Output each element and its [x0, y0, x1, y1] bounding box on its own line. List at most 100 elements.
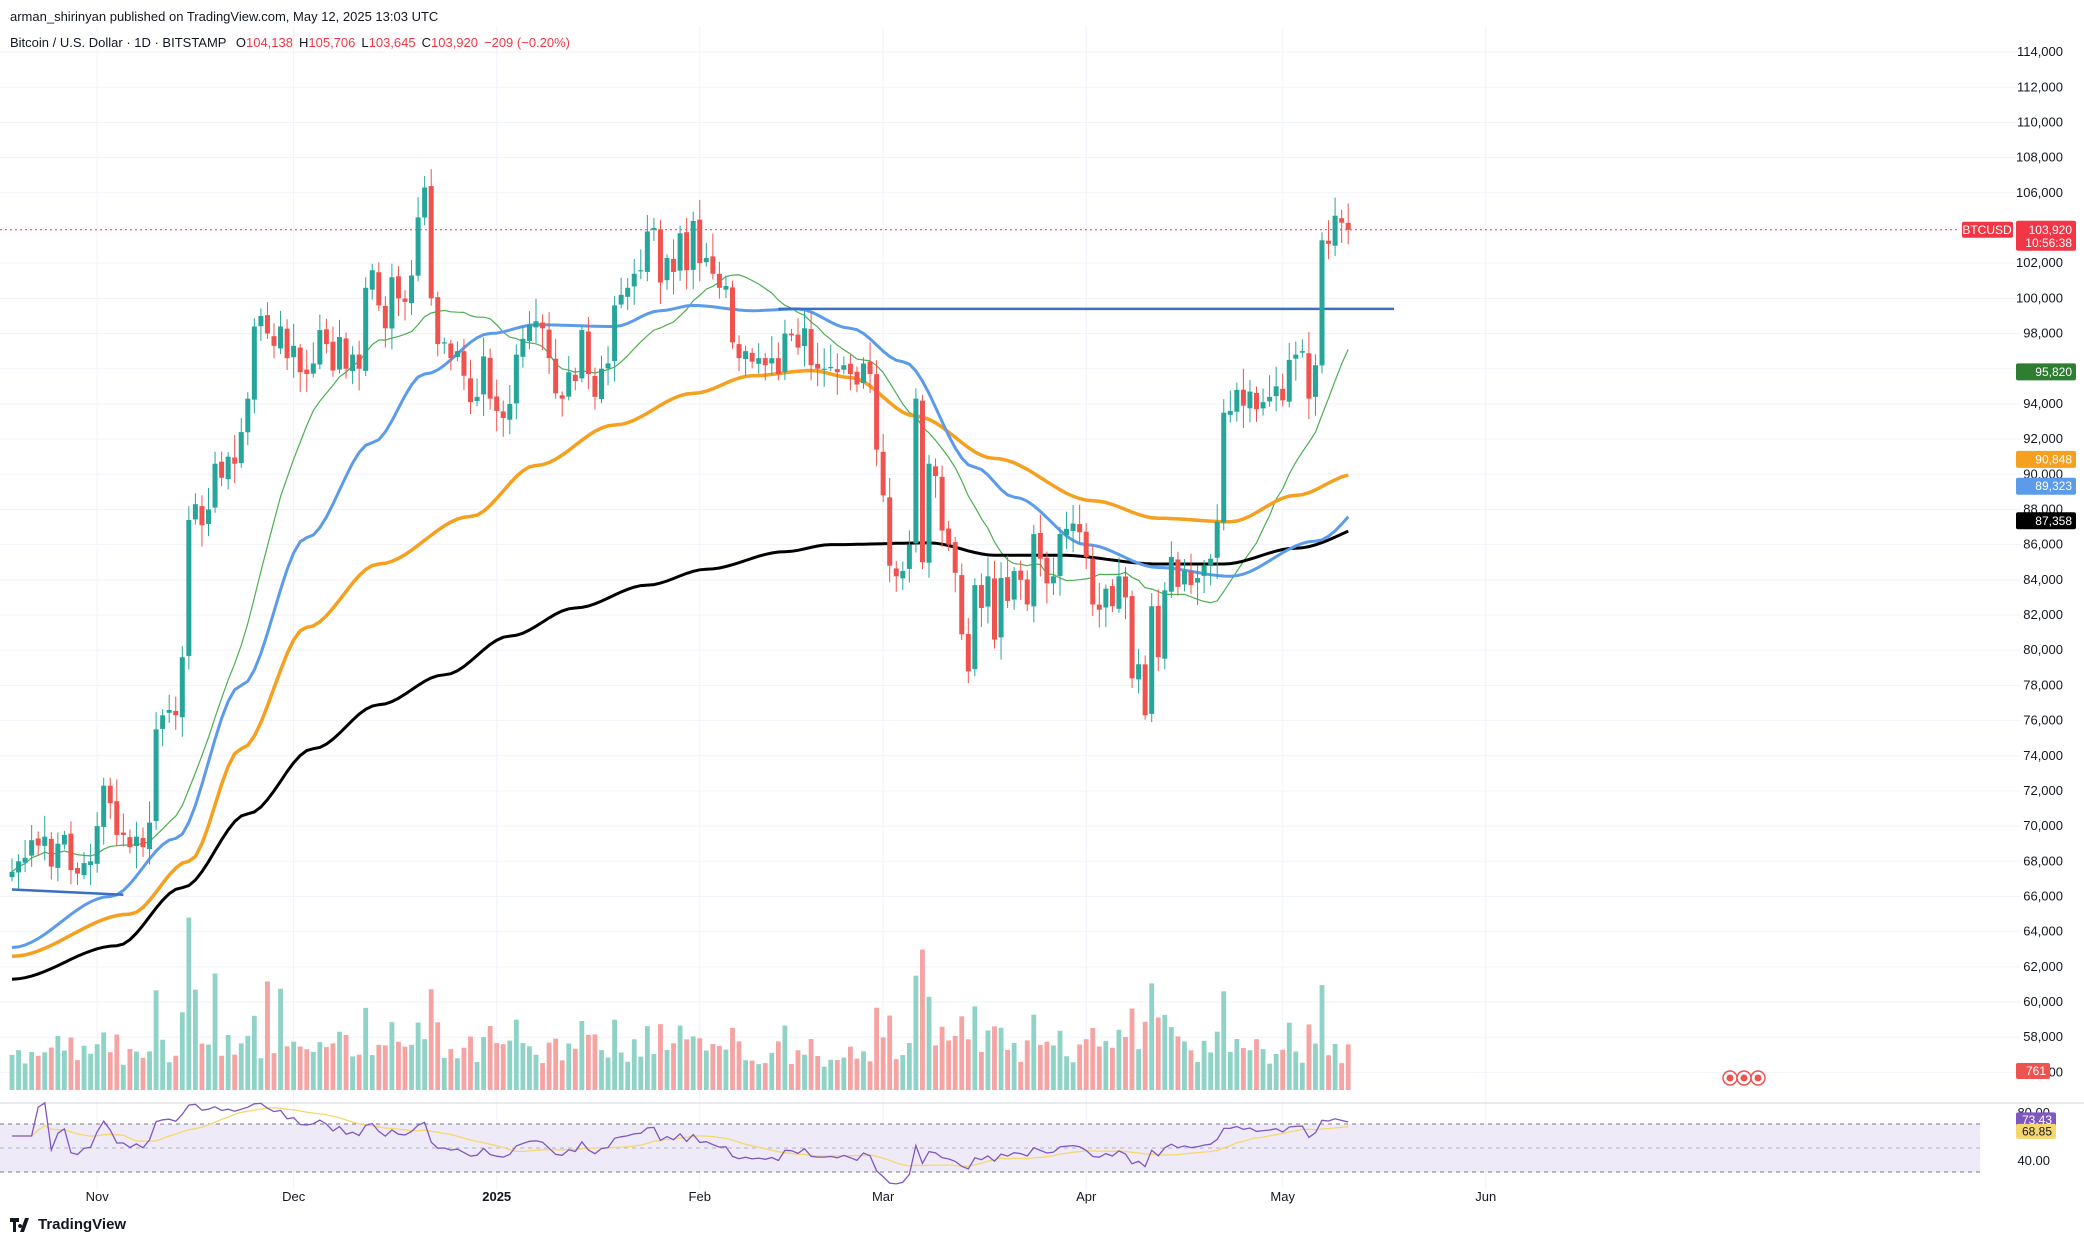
tradingview-brand[interactable]: TradingView [10, 1216, 126, 1233]
candle-body [841, 365, 847, 370]
volume-bar [1326, 1055, 1331, 1090]
countdown-badge: 10:56:38 [2025, 236, 2072, 250]
candle-body [454, 351, 460, 357]
volume-bar [802, 1054, 807, 1090]
volume-bar [1299, 1062, 1305, 1090]
y-tick-label: 110,000 [2017, 114, 2063, 129]
volume-bar [671, 1043, 676, 1090]
volume-bar [153, 990, 159, 1090]
volume-bar [140, 1057, 146, 1090]
ma-badge-ma200-bg [2016, 512, 2076, 530]
candle-body [1221, 412, 1227, 523]
volume-bar [513, 1019, 519, 1090]
volume-bar [821, 1066, 827, 1090]
volume-bar [952, 1035, 958, 1090]
volume-bar [579, 1021, 585, 1090]
volume-bar [1168, 1027, 1174, 1090]
support-trend-line[interactable] [11, 888, 124, 896]
candle-body [337, 337, 342, 370]
volume-bar [893, 1059, 899, 1090]
volume-bar [369, 1055, 375, 1090]
volume-bar [789, 1063, 794, 1090]
candle-body [1188, 571, 1194, 586]
volume-bar [1214, 1031, 1220, 1090]
candle-body [965, 633, 971, 672]
volume-bar [1083, 1039, 1089, 1090]
candle-body [880, 451, 886, 496]
candle-body [651, 227, 657, 230]
candle-body [42, 836, 48, 846]
volume-bar [278, 988, 283, 1090]
volume-bar [1123, 1036, 1128, 1090]
candle-body [526, 324, 532, 341]
ohlc-value: 105,706 [308, 35, 356, 50]
price-axis[interactable]: 114,000112,000110,000108,000106,000104,0… [2016, 44, 2063, 1168]
candle-body [612, 305, 618, 362]
candle-body [1096, 604, 1102, 610]
candle-body [1050, 576, 1056, 584]
candle-body [874, 374, 880, 450]
candle-body [245, 398, 251, 433]
candle-body [887, 497, 893, 566]
volume-bar [343, 1034, 349, 1090]
candle-body [690, 220, 696, 270]
volume-bar [762, 1063, 768, 1090]
volume-bar [120, 1064, 126, 1090]
candle-body [710, 256, 716, 274]
candle-body [1011, 571, 1017, 600]
ma-badge-ma100: 90,848 [2035, 452, 2072, 466]
y-tick-label: 86,000 [2023, 537, 2063, 552]
volume-bars [9, 917, 1351, 1090]
volume-bar [441, 1057, 447, 1090]
volume-bar [992, 1026, 997, 1090]
chart-grid [0, 26, 2084, 1190]
candle-body [55, 843, 61, 868]
ohlc-value: 103,920 [431, 35, 478, 50]
candle-body [638, 270, 644, 272]
candle-body [1293, 354, 1299, 359]
volume-bar [48, 1047, 54, 1090]
volume-bar [271, 1053, 277, 1090]
y-tick-label: 66,000 [2023, 888, 2063, 903]
candle-body [553, 358, 559, 394]
brand-name: TradingView [38, 1216, 127, 1233]
volume-bar [1129, 1008, 1135, 1090]
candle-body [264, 315, 270, 334]
volume-bar [1011, 1043, 1017, 1090]
time-axis[interactable]: Nov Dec 2025 Feb Mar Apr May Jun [86, 1189, 1497, 1204]
candle-body [775, 358, 781, 375]
volume-bar [468, 1036, 473, 1090]
volume-bar [173, 1055, 179, 1090]
volume-bar [160, 1039, 166, 1090]
candle-body [959, 575, 965, 635]
rsi-pane[interactable] [0, 1101, 1980, 1185]
candle-body [114, 801, 120, 835]
candle-body [788, 333, 794, 336]
ma100-line [11, 368, 1349, 959]
y-tick-label: 112,000 [2017, 79, 2063, 94]
volume-bar [1155, 1017, 1161, 1090]
candle-body [147, 822, 153, 850]
candle-body [671, 258, 677, 272]
candle-body [697, 219, 703, 264]
candle-body [618, 294, 624, 305]
y-tick-label: 94,000 [2023, 396, 2063, 411]
volume-bar [212, 973, 218, 1090]
candle-body [258, 315, 264, 327]
volume-bar [225, 1034, 231, 1090]
candle-body [723, 286, 729, 290]
candle-body [1162, 590, 1168, 659]
candle-body [81, 863, 87, 876]
volume-bar [730, 1027, 735, 1090]
candle-body [1306, 353, 1312, 399]
candle-body [232, 457, 238, 464]
volume-bar [1031, 1014, 1037, 1090]
candle-body [35, 838, 41, 846]
last-price-badge: 103,920 [2029, 223, 2073, 237]
candle-body [409, 275, 415, 304]
candle-body [1109, 586, 1115, 607]
symbol-legend[interactable]: Bitcoin / U.S. Dollar · 1D · BITSTAMP O1… [10, 35, 570, 50]
symbol-title: Bitcoin / U.S. Dollar · 1D · BITSTAMP [10, 35, 227, 50]
volume-bar [310, 1051, 316, 1090]
